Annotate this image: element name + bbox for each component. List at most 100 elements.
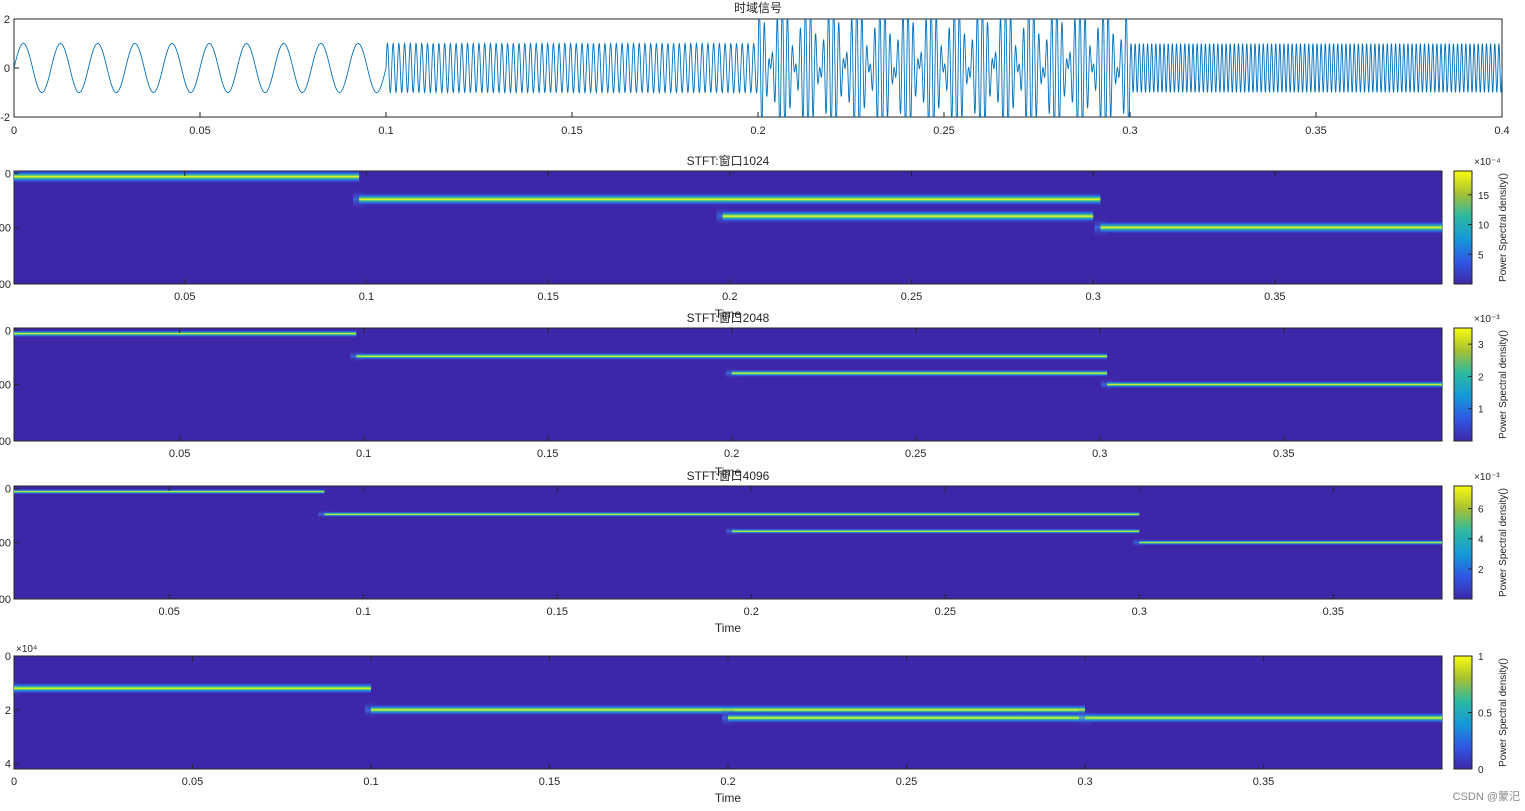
colorbar-tick-label: 1 — [1478, 405, 1484, 416]
spectral-ridge — [14, 488, 325, 495]
spectral-ridge — [1085, 711, 1442, 724]
colorbar-tick-label: 1 — [1478, 652, 1484, 663]
colorbar-tick-label: 0 — [1478, 765, 1484, 776]
colorbar-tick-label: 3 — [1478, 340, 1484, 351]
x-tick-label: 0.15 — [537, 291, 558, 303]
spectrogram-panel-4: 0 0.05 0.1 0.15 0.2 0.25 0.3 0.35 0 2 4 ×10⁴ Time 0 0.… — [5, 644, 1509, 805]
x-tick-label: 0 — [11, 776, 17, 788]
x-tick-label: 0.05 — [159, 606, 180, 618]
colorbar-gradient — [1453, 485, 1473, 600]
spectral-ridge — [722, 209, 1094, 224]
ridge-layer — [0, 327, 1442, 391]
x-tick-label: 0.05 — [189, 125, 210, 137]
spectral-ridge — [14, 329, 357, 338]
x-tick-label: 0.15 — [561, 125, 582, 137]
x-tick-label: 0.35 — [1253, 776, 1274, 788]
x-axis-label: Time — [715, 621, 742, 635]
colorbar-label: Power Spectral density() — [1498, 488, 1509, 597]
colorbar-gradient — [1453, 327, 1473, 442]
x-axis-label: Time — [715, 791, 742, 805]
colorbar-tick-label: 0.5 — [1478, 709, 1492, 720]
spectral-ridge — [14, 682, 371, 695]
x-tick-label: 0.15 — [547, 606, 568, 618]
x-tick-label: 0.35 — [1264, 291, 1285, 303]
x-tick-label: 0.35 — [1273, 448, 1294, 460]
y-tick-label: 0 — [5, 168, 11, 180]
colorbar-gradient — [1453, 170, 1473, 285]
colorbar-label: Power Spectral density() — [1498, 173, 1509, 282]
y-tick-label: 00 — [0, 594, 11, 606]
spectrogram-title: STFT:窗口4096 — [687, 469, 770, 483]
signal-line-layer — [14, 19, 1502, 117]
x-tick-label: 0.25 — [896, 776, 917, 788]
y-tick-label: 00 — [0, 279, 11, 291]
x-tick-label: 0.25 — [933, 125, 954, 137]
y-exponent-label: ×10⁴ — [16, 644, 37, 655]
colorbar-tick-label: 10 — [1478, 221, 1490, 232]
x-tick-label: 0.05 — [169, 448, 190, 460]
spectral-ridge — [731, 528, 1140, 535]
y-tick-label: 0 — [5, 325, 11, 337]
x-tick-label: 0.1 — [363, 776, 378, 788]
colorbar: 2 4 6 ×10⁻³ Power Spectral density() — [1453, 472, 1509, 600]
x-tick-label: 0.3 — [1077, 776, 1092, 788]
x-tick-label: 0.25 — [935, 606, 956, 618]
y-tick-label: 00 — [0, 436, 11, 448]
y-tick-label: 2 — [5, 705, 11, 717]
x-tick-label: 0.25 — [901, 291, 922, 303]
ridge-transition — [0, 327, 2, 340]
x-axis-label: Time — [715, 307, 742, 321]
x-tick-label: 0.2 — [750, 125, 765, 137]
spectrogram-title: STFT:窗口1024 — [687, 154, 770, 168]
ridge-layer — [14, 678, 1442, 728]
ridge-layer — [14, 171, 1442, 239]
x-tick-label: 0.15 — [537, 448, 558, 460]
y-tick-label: 0 — [4, 63, 10, 75]
ridge-layer — [14, 488, 1442, 548]
x-tick-label: 0.3 — [1086, 291, 1101, 303]
x-tick-label: 0.3 — [1132, 606, 1147, 618]
colorbar-exponent: ×10⁻³ — [1474, 472, 1500, 483]
spectral-ridge — [324, 511, 1140, 518]
colorbar-exponent: ×10⁻⁴ — [1474, 157, 1501, 168]
colorbar-tick-label: 6 — [1478, 505, 1484, 516]
x-tick-label: 0.3 — [1092, 448, 1107, 460]
x-tick-label: 0.3 — [1122, 125, 1137, 137]
spectrogram-title: STFT:窗口2048 — [687, 311, 770, 325]
spectral-ridge — [1100, 220, 1442, 235]
x-tick-label: 0.1 — [356, 606, 371, 618]
y-tick-label: 0 — [5, 483, 11, 495]
colorbar-label: Power Spectral density() — [1498, 658, 1509, 767]
colorbar-exponent: ×10⁻³ — [1474, 314, 1500, 325]
x-tick-label: 0.1 — [378, 125, 393, 137]
colorbar-tick-label: 5 — [1478, 250, 1484, 261]
y-tick-label: 4 — [5, 759, 11, 771]
colorbar: 5 10 15 ×10⁻⁴ Power Spectral density() — [1453, 157, 1509, 285]
x-tick-label: 0.35 — [1305, 125, 1326, 137]
colorbar-tick-label: 2 — [1478, 372, 1484, 383]
spectral-ridge — [359, 192, 1101, 207]
x-tick-label: 0.2 — [744, 606, 759, 618]
time-signal-title: 时域信号 — [734, 1, 782, 15]
signal-line — [14, 19, 1502, 117]
x-tick-label: 0.2 — [720, 776, 735, 788]
x-tick-label: 0.2 — [722, 291, 737, 303]
colorbar-tick-label: 15 — [1478, 191, 1490, 202]
watermark-text: CSDN @蒙汜 — [1453, 790, 1520, 803]
y-tick-label: 00 — [0, 223, 11, 235]
spectral-ridge — [1107, 380, 1442, 389]
x-tick-label: 0.15 — [539, 776, 560, 788]
y-tick-label: 00 — [0, 538, 11, 550]
y-tick-label: 00 — [0, 380, 11, 392]
x-tick-label: 0.05 — [174, 291, 195, 303]
colorbar: 0 0.5 1 Power Spectral density() — [1453, 652, 1509, 776]
spectral-ridge — [731, 369, 1108, 378]
spectral-ridge — [728, 711, 1085, 724]
colorbar-tick-label: 2 — [1478, 565, 1484, 576]
x-tick-label: 0.1 — [356, 448, 371, 460]
